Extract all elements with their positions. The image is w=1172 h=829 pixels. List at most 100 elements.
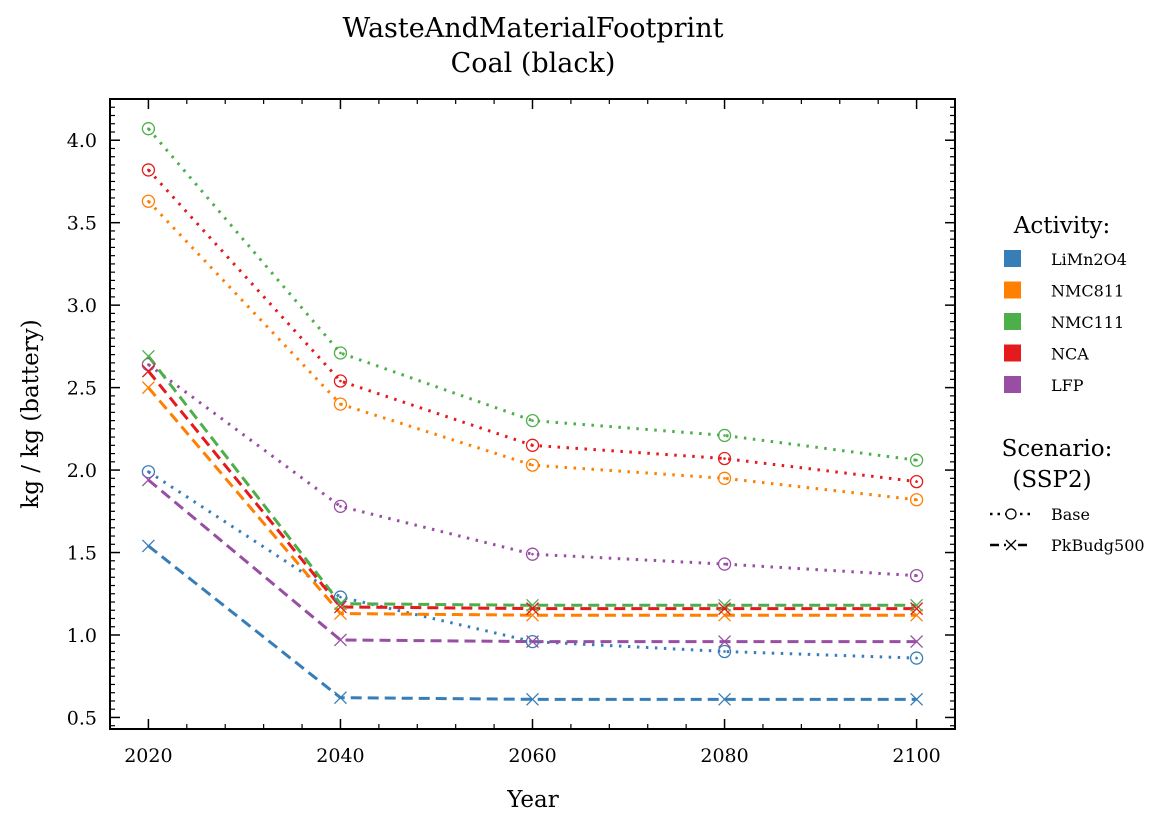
series-line-nca-base bbox=[147, 168, 917, 484]
data-point-lfp-pkbudg500 bbox=[526, 635, 539, 649]
data-point-nca-pkbudg500 bbox=[526, 602, 539, 616]
data-point-lfp-base-dot bbox=[339, 505, 342, 508]
legend-swatch-nmc111 bbox=[1004, 313, 1021, 330]
data-point-lfp-pkbudg500 bbox=[141, 473, 155, 487]
data-point-limn2o4-pkbudg500 bbox=[141, 539, 155, 553]
legend-label-limn2o4: LiMn2O4 bbox=[1051, 250, 1127, 269]
data-point-nmc811-base-dot bbox=[915, 498, 918, 502]
data-point-limn2o4-pkbudg500 bbox=[718, 692, 732, 706]
data-point-nmc811-base bbox=[333, 397, 348, 411]
data-point-nmc111-base bbox=[717, 428, 732, 443]
data-point-nmc811-pkbudg500 bbox=[718, 608, 732, 622]
data-point-limn2o4-pkbudg500 bbox=[526, 692, 539, 706]
data-point-nmc111-base-dot bbox=[147, 127, 150, 130]
data-point-nca-pkbudg500 bbox=[910, 602, 924, 616]
plot-frame bbox=[109, 98, 956, 730]
series-line-nca-pkbudg500 bbox=[147, 370, 917, 611]
data-point-nmc811-base-dot bbox=[339, 402, 342, 406]
data-point-nca-base bbox=[141, 163, 156, 177]
series-markers bbox=[141, 122, 924, 706]
data-point-limn2o4-base bbox=[717, 644, 732, 659]
data-point-nmc111-base bbox=[141, 122, 156, 136]
data-point-nmc811-pkbudg500 bbox=[333, 607, 347, 621]
data-point-nmc111-base bbox=[909, 453, 924, 467]
axis-ticks: 2020 2040 2060 2080 2100 0.5 1.0 1.5 2.0 2.5 3.0 3.… bbox=[67, 98, 956, 767]
data-point-lfp-base bbox=[909, 568, 924, 583]
data-point-nmc811-base-dot bbox=[147, 199, 150, 203]
series-line-lfp-pkbudg500 bbox=[147, 478, 917, 644]
legend-swatch-lfp bbox=[1004, 376, 1021, 393]
series-line-nmc111-base bbox=[147, 127, 917, 462]
data-point-lfp-base-dot bbox=[723, 562, 726, 566]
data-point-lfp-pkbudg500 bbox=[910, 635, 924, 649]
series-line-limn2o4-base bbox=[147, 470, 917, 660]
legend-swatch-nmc811 bbox=[1004, 281, 1021, 299]
legend-label-pkbudg500: PkBudg500 bbox=[1051, 536, 1145, 555]
data-point-nmc111-base bbox=[525, 413, 540, 428]
data-point-lfp-base-dot bbox=[147, 363, 150, 366]
chart-title: WasteAndMaterialFootprint bbox=[343, 13, 724, 44]
activity-legend-items: LiMn2O4 NMC811 NMC111 NCA LFP bbox=[1004, 250, 1127, 395]
activity-legend-title: Activity: bbox=[1013, 213, 1110, 239]
data-point-nca-pkbudg500 bbox=[333, 600, 347, 614]
y-tick-label: 2.0 bbox=[67, 460, 97, 482]
data-point-limn2o4-base bbox=[525, 634, 540, 649]
scenario-legend-title: Scenario: bbox=[1002, 436, 1113, 462]
legend-marker-base bbox=[1005, 508, 1017, 520]
scenario-legend-items: Base PkBudg500 bbox=[990, 505, 1145, 555]
data-point-lfp-base bbox=[525, 547, 540, 561]
data-point-nmc111-pkbudg500 bbox=[718, 598, 732, 612]
y-tick-label: 4.0 bbox=[67, 130, 97, 152]
x-tick-label: 2020 bbox=[124, 745, 172, 767]
data-point-nmc811-pkbudg500 bbox=[526, 608, 539, 622]
data-point-lfp-pkbudg500 bbox=[718, 635, 732, 649]
data-point-nmc111-base-dot bbox=[339, 351, 342, 355]
x-tick-label: 2040 bbox=[316, 745, 364, 767]
legend-label-lfp: LFP bbox=[1051, 376, 1084, 395]
data-point-nca-base-dot bbox=[723, 457, 726, 460]
y-tick-label: 1.0 bbox=[67, 625, 97, 647]
y-tick-label: 3.0 bbox=[67, 295, 97, 317]
x-axis-label: Year bbox=[506, 787, 559, 813]
y-tick-label: 2.5 bbox=[67, 378, 97, 400]
x-tick-label: 2060 bbox=[508, 745, 556, 767]
data-point-nmc111-pkbudg500 bbox=[910, 598, 924, 612]
legend-swatch-limn2o4 bbox=[1004, 250, 1021, 267]
data-point-nmc111-base bbox=[333, 346, 348, 360]
series-line-nmc811-pkbudg500 bbox=[147, 386, 917, 617]
data-point-nmc811-base bbox=[717, 471, 732, 485]
data-point-lfp-base-dot bbox=[531, 552, 534, 556]
data-point-nca-base-dot bbox=[339, 379, 342, 383]
data-point-nmc811-base bbox=[141, 194, 156, 208]
legend-label-nmc111: NMC111 bbox=[1051, 313, 1124, 332]
legend-swatch-nca bbox=[1004, 344, 1021, 362]
data-point-lfp-pkbudg500 bbox=[333, 633, 347, 647]
chart-subtitle: Coal (black) bbox=[451, 48, 616, 79]
x-tick-label: 2100 bbox=[892, 745, 940, 767]
data-point-nmc811-pkbudg500 bbox=[910, 608, 924, 622]
data-point-lfp-base-dot bbox=[915, 574, 918, 577]
y-tick-label: 3.5 bbox=[67, 213, 97, 235]
data-point-nmc811-base-dot bbox=[531, 463, 534, 467]
data-point-nca-base bbox=[333, 374, 348, 388]
data-point-nmc811-base bbox=[525, 458, 540, 472]
data-point-limn2o4-base bbox=[141, 465, 156, 479]
series-line-nmc111-pkbudg500 bbox=[147, 355, 917, 607]
series-line-limn2o4-pkbudg500 bbox=[147, 544, 917, 701]
data-point-limn2o4-pkbudg500 bbox=[333, 691, 347, 705]
series-line-nmc811-base bbox=[147, 200, 917, 502]
data-point-nmc111-base-dot bbox=[915, 458, 918, 462]
data-point-nca-base bbox=[525, 438, 540, 452]
data-point-nca-base-dot bbox=[531, 444, 534, 447]
data-point-limn2o4-base-dot bbox=[915, 656, 918, 660]
legend: Activity: LiMn2O4 NMC811 NMC111 NCA LFP Scen… bbox=[990, 213, 1145, 555]
data-point-nca-base bbox=[717, 451, 732, 466]
data-point-limn2o4-base bbox=[909, 651, 924, 665]
data-point-nca-base bbox=[909, 474, 924, 489]
legend-label-base: Base bbox=[1051, 505, 1090, 524]
data-point-limn2o4-base-dot bbox=[147, 470, 150, 474]
y-tick-label: 0.5 bbox=[67, 707, 97, 729]
y-axis-label: kg / kg (battery) bbox=[18, 319, 44, 508]
